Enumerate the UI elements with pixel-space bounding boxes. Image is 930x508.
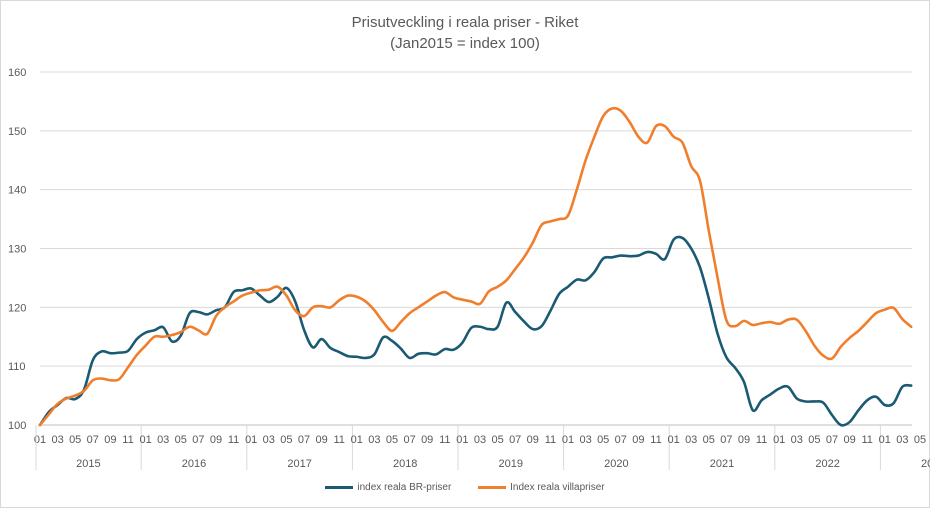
x-tick-label-20: 09 <box>210 434 222 446</box>
year-label-2016: 2016 <box>182 458 206 470</box>
year-label-2015: 2015 <box>76 458 100 470</box>
x-tick-label-4: 05 <box>69 434 81 446</box>
x-tick-label-36: 01 <box>351 434 363 446</box>
x-tick-label-88: 05 <box>808 434 820 446</box>
x-tick-label-18: 07 <box>192 434 204 446</box>
year-label-2018: 2018 <box>393 458 417 470</box>
x-tick-label-14: 03 <box>157 434 169 446</box>
year-label-2020: 2020 <box>604 458 628 470</box>
x-tick-label-94: 11 <box>861 434 872 446</box>
x-tick-label-98: 03 <box>896 434 908 446</box>
x-tick-label-42: 07 <box>403 434 415 446</box>
x-tick-label-66: 07 <box>615 434 627 446</box>
series-line-1 <box>38 106 913 427</box>
x-tick-label-58: 11 <box>545 434 556 446</box>
x-tick-label-10: 11 <box>122 434 133 446</box>
x-tick-label-16: 05 <box>175 434 187 446</box>
legend-item-villa: Index reala villapriser <box>478 482 605 493</box>
x-tick-label-38: 03 <box>368 434 380 446</box>
x-tick-label-24: 01 <box>245 434 257 446</box>
x-tick-label-32: 09 <box>315 434 327 446</box>
x-tick-label-8: 09 <box>104 434 116 446</box>
x-tick-label-56: 09 <box>527 434 539 446</box>
x-tick-label-80: 09 <box>738 434 750 446</box>
x-tick-label-30: 07 <box>298 434 310 446</box>
y-tick-label-6: 160 <box>8 67 26 79</box>
year-label-2022: 2022 <box>815 458 839 470</box>
x-tick-label-64: 05 <box>597 434 609 446</box>
chart-legend: index reala BR-priser Index reala villap… <box>0 482 930 493</box>
x-tick-label-60: 01 <box>562 434 574 446</box>
x-tick-label-44: 09 <box>421 434 433 446</box>
x-tick-label-96: 01 <box>879 434 891 446</box>
x-tick-label-46: 11 <box>439 434 450 446</box>
series-line-0 <box>38 235 913 427</box>
x-tick-label-68: 09 <box>632 434 644 446</box>
y-tick-label-3: 130 <box>8 244 26 256</box>
x-tick-label-48: 01 <box>456 434 468 446</box>
x-tick-label-12: 01 <box>139 434 151 446</box>
x-tick-label-40: 05 <box>386 434 398 446</box>
x-tick-label-26: 03 <box>263 434 275 446</box>
x-tick-label-76: 05 <box>703 434 715 446</box>
chart-title-block: Prisutveckling i reala priser - Riket (J… <box>0 12 930 54</box>
chart-subtitle: (Jan2015 = index 100) <box>390 35 540 52</box>
legend-swatch-villa <box>478 485 507 489</box>
x-tick-label-62: 03 <box>579 434 591 446</box>
legend-swatch-br <box>325 485 354 489</box>
x-tick-label-100: 05 <box>914 434 926 446</box>
x-tick-label-34: 11 <box>333 434 344 446</box>
legend-label-br: index reala BR-priser <box>357 482 452 493</box>
x-tick-label-0: 01 <box>34 434 46 446</box>
x-tick-label-74: 03 <box>685 434 697 446</box>
year-label-2021: 2021 <box>710 458 734 470</box>
x-tick-label-78: 07 <box>720 434 732 446</box>
x-tick-label-72: 01 <box>667 434 679 446</box>
x-tick-label-50: 03 <box>474 434 486 446</box>
x-tick-label-28: 05 <box>280 434 292 446</box>
x-tick-label-22: 11 <box>228 434 239 446</box>
x-tick-label-90: 07 <box>826 434 838 446</box>
chart-title: Prisutveckling i reala priser - Riket <box>351 14 579 31</box>
year-label-2017: 2017 <box>287 458 311 470</box>
y-tick-label-4: 140 <box>8 185 26 197</box>
y-tick-label-2: 120 <box>8 302 26 314</box>
x-tick-label-52: 05 <box>491 434 503 446</box>
x-tick-label-86: 03 <box>791 434 803 446</box>
year-label-2019: 2019 <box>499 458 523 470</box>
x-tick-label-70: 11 <box>650 434 661 446</box>
x-tick-label-82: 11 <box>756 434 767 446</box>
x-tick-label-6: 07 <box>87 434 99 446</box>
y-tick-label-5: 150 <box>8 126 26 138</box>
x-tick-label-92: 09 <box>843 434 855 446</box>
legend-item-br: index reala BR-priser <box>325 482 451 493</box>
x-tick-label-84: 01 <box>773 434 785 446</box>
y-tick-label-0: 100 <box>8 420 26 432</box>
x-tick-label-2: 03 <box>51 434 63 446</box>
x-tick-label-54: 07 <box>509 434 521 446</box>
year-label-2023: 2023 <box>921 458 930 470</box>
legend-label-villa: Index reala villapriser <box>510 482 605 493</box>
y-tick-label-1: 110 <box>8 361 26 373</box>
